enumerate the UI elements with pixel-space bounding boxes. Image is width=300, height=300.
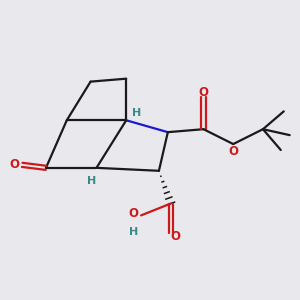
Text: O: O <box>228 145 238 158</box>
Text: H: H <box>87 176 97 186</box>
Text: O: O <box>129 207 139 220</box>
Text: O: O <box>199 86 208 99</box>
Text: O: O <box>170 230 180 243</box>
Text: O: O <box>10 158 20 171</box>
Text: H: H <box>132 108 141 118</box>
Text: H: H <box>129 227 138 237</box>
